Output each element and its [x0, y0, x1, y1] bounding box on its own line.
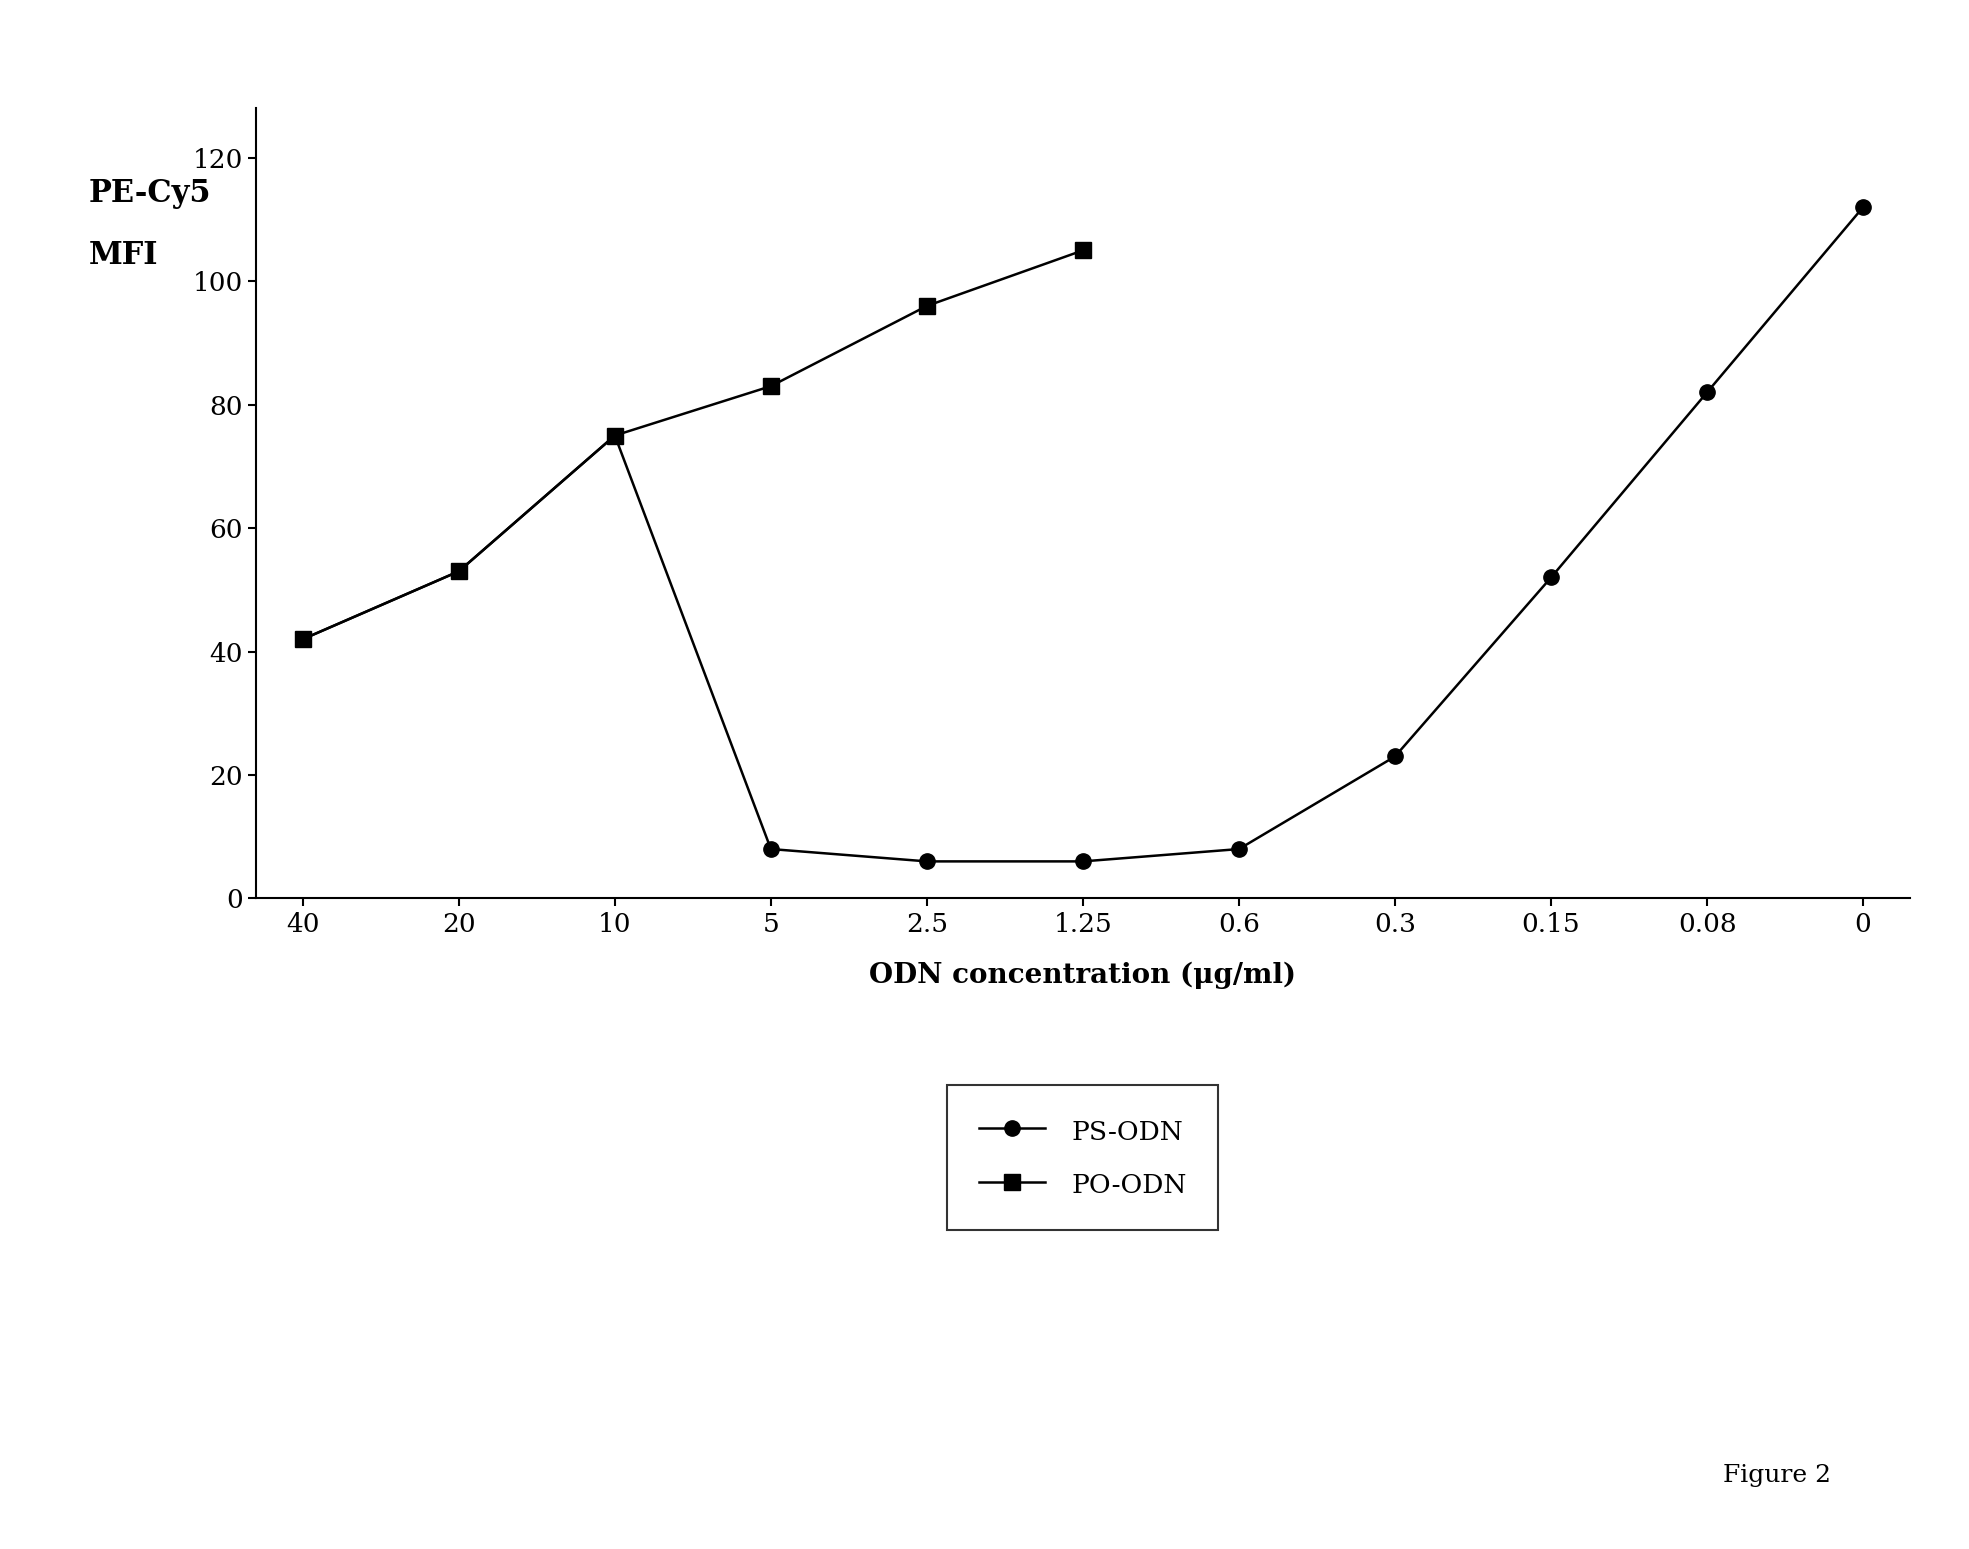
PS-ODN: [916, 852, 939, 871]
PS-ODN: [1851, 198, 1874, 217]
PO-ODN: [760, 376, 784, 395]
PS-ODN: [1695, 383, 1719, 401]
PO-ODN: [603, 426, 626, 445]
PS-ODN: [1227, 840, 1250, 858]
PS-ODN: [1071, 852, 1095, 871]
X-axis label: ODN concentration (μg/ml): ODN concentration (μg/ml): [870, 962, 1296, 988]
Text: Figure 2: Figure 2: [1723, 1464, 1831, 1487]
PO-ODN: [447, 562, 471, 581]
Legend: PS-ODN, PO-ODN: PS-ODN, PO-ODN: [947, 1086, 1219, 1230]
Line: PO-ODN: PO-ODN: [295, 243, 1091, 647]
PS-ODN: [291, 630, 315, 649]
PS-ODN: [760, 840, 784, 858]
Line: PS-ODN: PS-ODN: [295, 200, 1871, 869]
PS-ODN: [447, 562, 471, 581]
PS-ODN: [1540, 568, 1563, 587]
PO-ODN: [291, 630, 315, 649]
PO-ODN: [1071, 242, 1095, 260]
Text: PE-Cy5: PE-Cy5: [89, 178, 211, 209]
PO-ODN: [916, 296, 939, 314]
Text: MFI: MFI: [89, 240, 158, 271]
PS-ODN: [603, 426, 626, 445]
PS-ODN: [1382, 747, 1406, 765]
